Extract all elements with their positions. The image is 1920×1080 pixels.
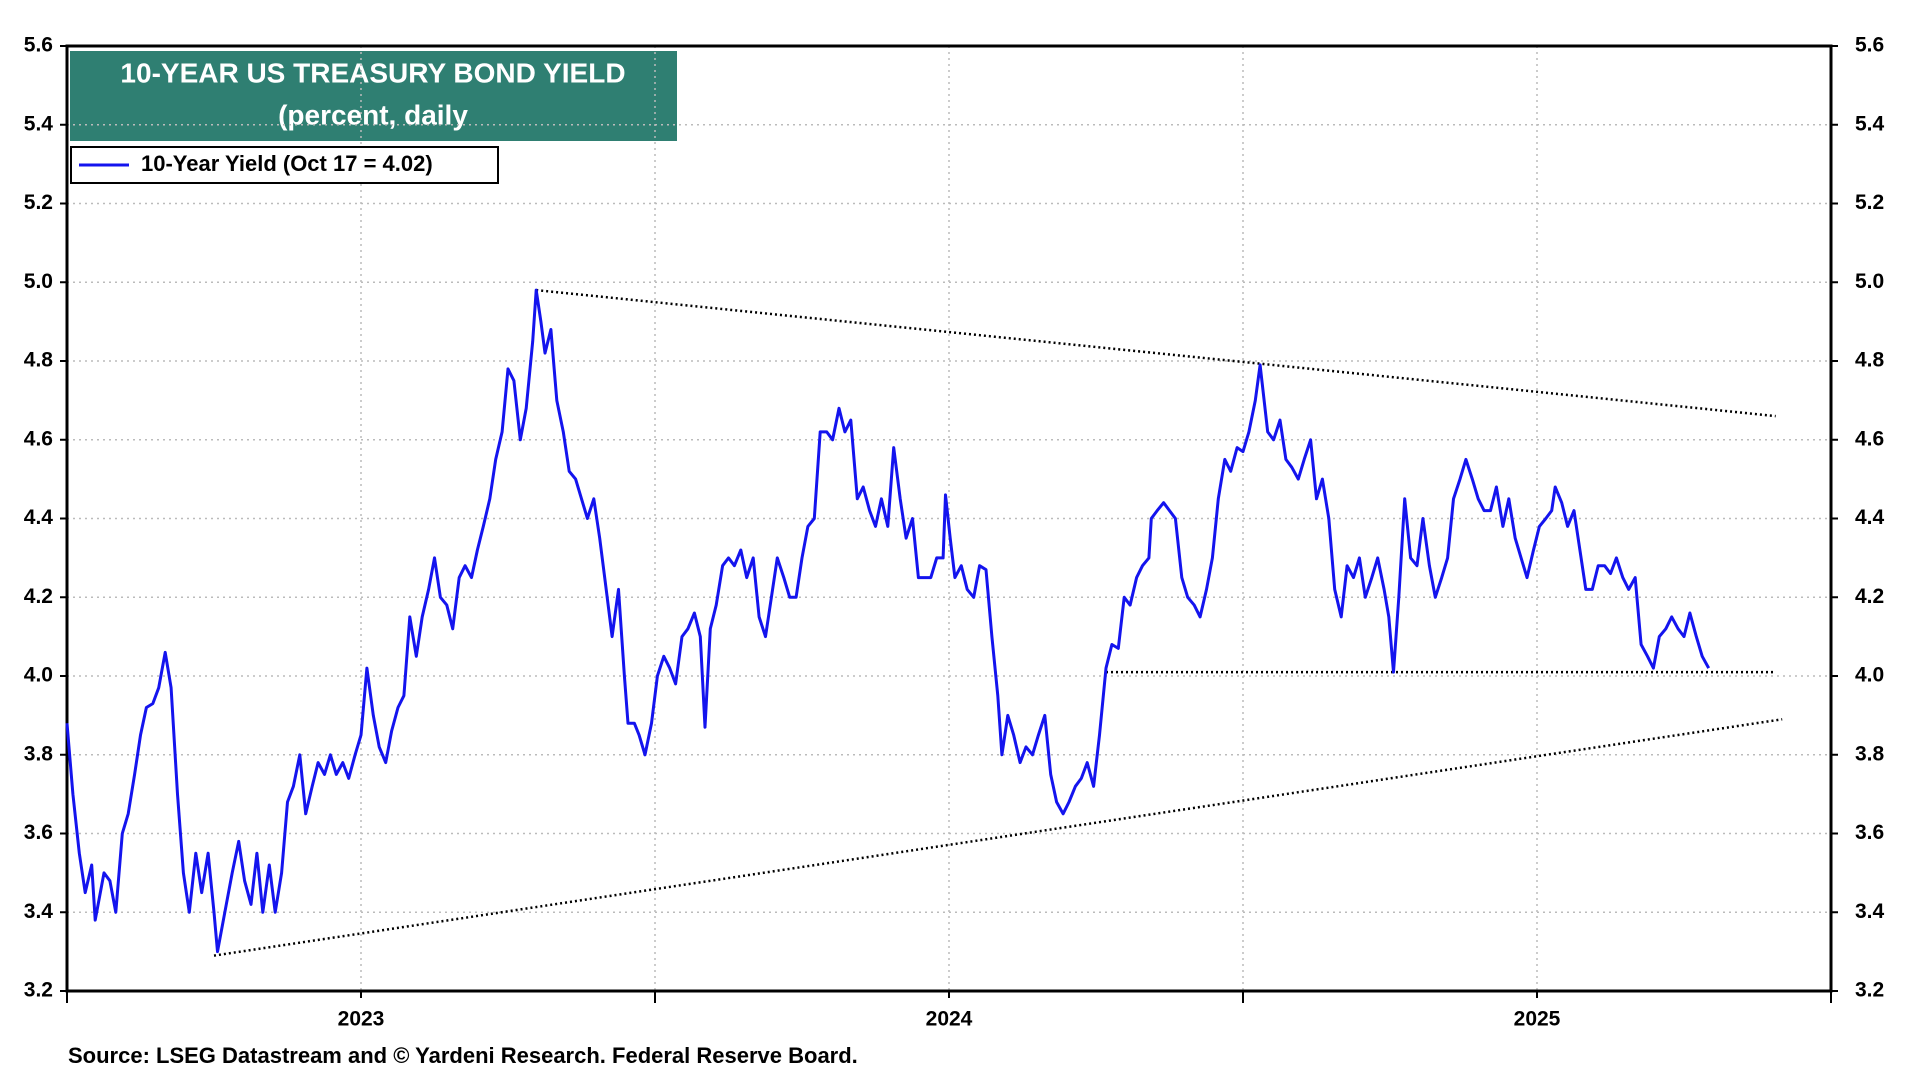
- legend-box: [70, 146, 499, 184]
- y-tick-label: 5.2: [24, 191, 53, 214]
- y-tick-label: 4.6: [24, 427, 53, 450]
- y-tick-label: 4.8: [24, 349, 54, 372]
- legend-label: 10-Year Yield (Oct 17 = 4.02): [141, 151, 433, 176]
- y-tick-label: 4.2: [24, 585, 53, 608]
- y-tick-label: 3.6: [24, 821, 53, 844]
- y2-tick-label: 3.8: [1855, 742, 1885, 765]
- plot-frame: [65, 44, 1833, 993]
- trendline: [213, 718, 1783, 957]
- y2-tick-label: 5.4: [1855, 112, 1885, 135]
- y-tick-label: 5.0: [24, 270, 53, 293]
- y-tick-label: 5.4: [24, 112, 54, 135]
- y2-tick-label: 4.6: [1855, 427, 1884, 450]
- source-note: Source: LSEG Datastream and © Yardeni Re…: [68, 1043, 858, 1068]
- chart-title: 10-YEAR US TREASURY BOND YIELD: [120, 57, 625, 88]
- y-tick-label: 3.2: [24, 979, 53, 1002]
- y2-tick-label: 5.0: [1855, 270, 1884, 293]
- y2-tick-label: 3.6: [1855, 821, 1884, 844]
- y-tick-label: 3.8: [24, 742, 54, 765]
- data-line: [65, 288, 1711, 954]
- title-box: [70, 51, 677, 141]
- x-tick-label: 2023: [338, 1008, 385, 1031]
- y2-tick-label: 4.0: [1855, 664, 1884, 687]
- y2-tick-label: 3.2: [1855, 979, 1884, 1002]
- y-tick-label: 3.4: [24, 900, 54, 923]
- y2-tick-label: 5.6: [1855, 34, 1884, 57]
- y2-tick-label: 4.8: [1855, 349, 1885, 372]
- y2-tick-label: 5.2: [1855, 191, 1884, 214]
- y-tick-label: 4.4: [24, 506, 54, 529]
- y-tick-label: 5.6: [24, 34, 53, 57]
- trendline: [536, 288, 1776, 418]
- x-tick-label: 2024: [926, 1008, 973, 1031]
- x-tick-label: 2025: [1514, 1008, 1561, 1031]
- y2-tick-label: 4.4: [1855, 506, 1885, 529]
- chart-subtitle: (percent, daily: [278, 99, 468, 130]
- y-tick-label: 4.0: [24, 664, 53, 687]
- y2-tick-label: 3.4: [1855, 900, 1885, 923]
- y2-tick-label: 4.2: [1855, 585, 1884, 608]
